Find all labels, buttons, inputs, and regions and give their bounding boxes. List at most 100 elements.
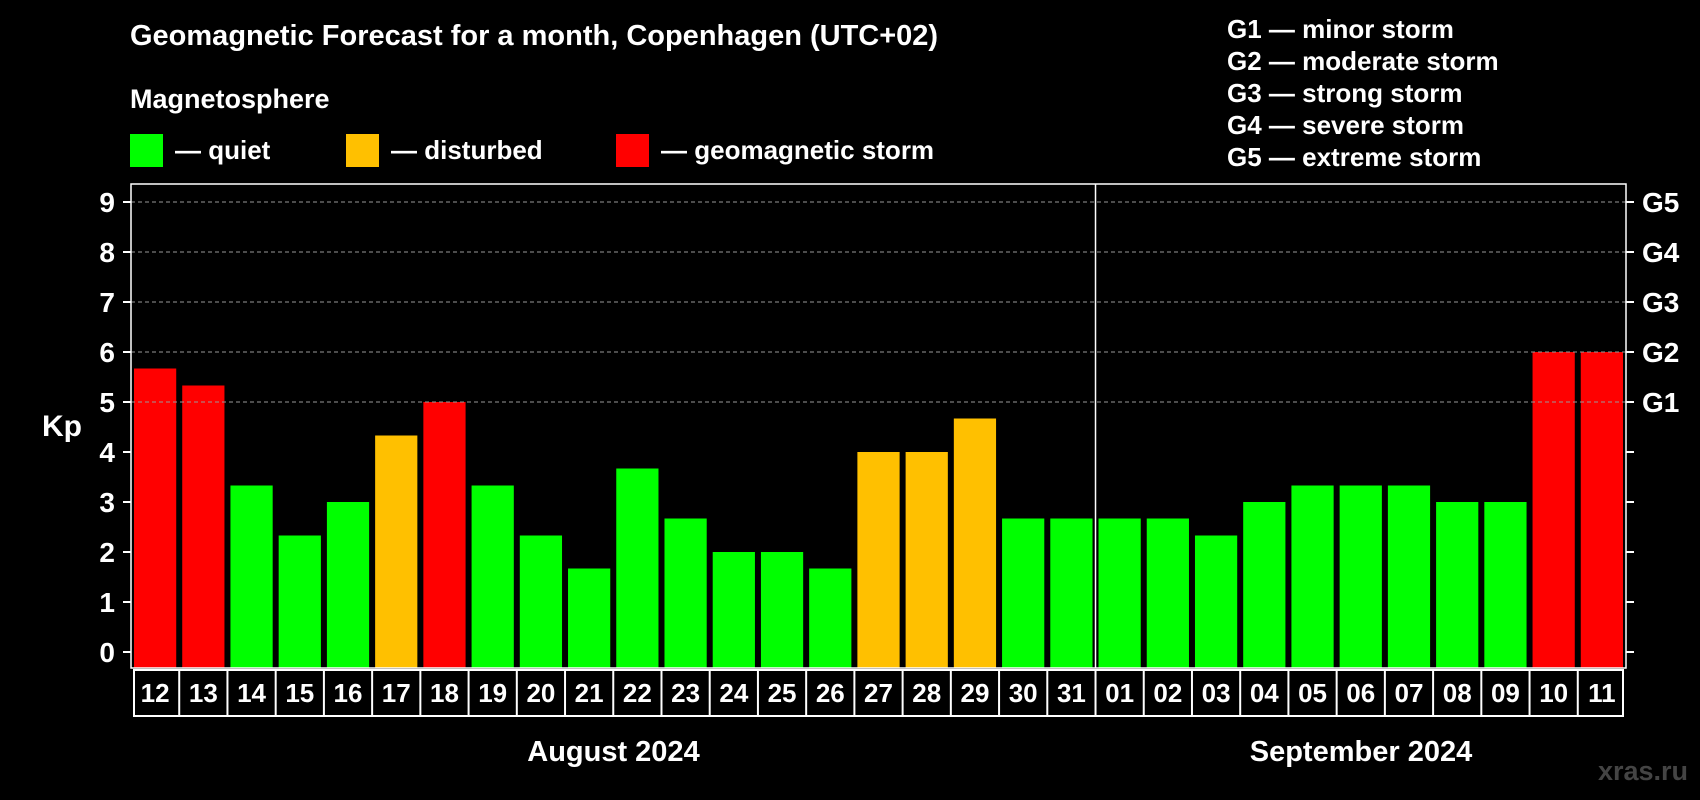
legend-item-disturbed: — disturbed	[346, 133, 543, 167]
y-tick-label-3: 3	[99, 487, 115, 518]
y-tick-label-5: 5	[99, 387, 115, 418]
bar-11	[1580, 352, 1623, 668]
g-level-label-g5: G5	[1642, 187, 1679, 218]
g-level-label-g3: G3	[1642, 287, 1679, 318]
y-tick-label-1: 1	[99, 587, 115, 618]
g-scale-g4: G4 — severe storm	[1227, 110, 1465, 140]
plot-frame	[130, 183, 1627, 669]
month-label-september: September 2024	[1249, 736, 1473, 768]
day-label-28: 28	[912, 678, 941, 708]
day-label-24: 24	[719, 678, 748, 708]
bar-10	[1532, 352, 1575, 668]
bar-29	[953, 418, 997, 668]
g-scale-g2: G2 — moderate storm	[1227, 46, 1499, 76]
bar-01	[1098, 518, 1141, 668]
legend-label-quiet: — quiet	[175, 134, 271, 165]
bar-16	[326, 502, 370, 668]
bar-24	[712, 552, 755, 668]
day-label-04: 04	[1250, 678, 1279, 708]
bar-02	[1146, 518, 1189, 668]
bar-19	[471, 485, 514, 668]
bar-03	[1194, 535, 1238, 668]
day-label-26: 26	[816, 678, 845, 708]
day-label-17: 17	[382, 678, 411, 708]
day-label-08: 08	[1443, 678, 1472, 708]
legend-item-quiet: — quiet	[130, 133, 270, 167]
bar-27	[857, 452, 900, 668]
g-scale-g5: G5 — extreme storm	[1227, 142, 1482, 172]
day-label-01: 01	[1105, 678, 1134, 708]
legend-swatch-quiet	[130, 133, 163, 167]
legend-item-storm: — geomagnetic storm	[616, 133, 934, 167]
y-tick-label-9: 9	[99, 187, 115, 218]
bar-18	[423, 402, 466, 668]
bar-25	[760, 552, 804, 668]
day-label-11: 11	[1588, 678, 1616, 708]
g-level-label-g2: G2	[1642, 337, 1679, 368]
legend-swatch-storm	[616, 133, 649, 167]
day-label-box	[133, 669, 1624, 717]
y-tick-label-7: 7	[99, 287, 115, 318]
day-label-03: 03	[1202, 678, 1231, 708]
bar-13	[182, 385, 225, 668]
bar-04	[1243, 502, 1286, 668]
day-label-19: 19	[478, 678, 507, 708]
watermark: xras.ru	[1597, 756, 1688, 786]
chart-title: Geomagnetic Forecast for a month, Copenh…	[130, 20, 939, 52]
bar-07	[1387, 485, 1431, 668]
day-label-31: 31	[1057, 678, 1086, 708]
bar-05	[1291, 485, 1334, 668]
day-label-30: 30	[1009, 678, 1038, 708]
bar-30	[1002, 518, 1045, 668]
month-label-august: August 2024	[527, 736, 700, 768]
day-label-02: 02	[1153, 678, 1182, 708]
g-level-label-g4: G4	[1642, 237, 1680, 268]
y-tick-label-4: 4	[99, 437, 115, 468]
bar-22	[616, 468, 659, 668]
bar-15	[278, 535, 321, 668]
g-scale-g3: G3 — strong storm	[1227, 78, 1463, 108]
legend-label-storm: — geomagnetic storm	[661, 134, 935, 165]
day-label-25: 25	[768, 678, 797, 708]
day-label-09: 09	[1491, 678, 1520, 708]
day-label-12: 12	[141, 678, 170, 708]
bar-08	[1436, 502, 1479, 668]
bar-26	[809, 568, 852, 668]
g-level-label-g1: G1	[1642, 387, 1679, 418]
day-label-06: 06	[1346, 678, 1375, 708]
day-label-15: 15	[285, 678, 314, 708]
y-tick-label-0: 0	[99, 637, 115, 668]
legend-label-disturbed: — disturbed	[391, 134, 543, 165]
bar-20	[519, 535, 563, 668]
bar-28	[905, 452, 948, 668]
day-label-16: 16	[334, 678, 363, 708]
day-label-10: 10	[1539, 678, 1568, 708]
bar-14	[230, 485, 273, 668]
y-tick-label-8: 8	[99, 237, 115, 268]
bar-12	[134, 368, 177, 668]
bar-06	[1339, 485, 1382, 668]
g-scale-g1: G1 — minor storm	[1227, 14, 1454, 44]
bar-31	[1050, 518, 1093, 668]
day-label-21: 21	[575, 678, 604, 708]
bar-23	[664, 518, 707, 668]
bar-17	[375, 435, 418, 668]
y-axis-label: Kp	[42, 410, 82, 443]
bar-21	[568, 568, 611, 668]
day-label-07: 07	[1395, 678, 1424, 708]
legend-swatch-disturbed	[346, 133, 379, 167]
day-label-14: 14	[237, 678, 266, 708]
day-label-05: 05	[1298, 678, 1327, 708]
day-label-27: 27	[864, 678, 893, 708]
day-label-22: 22	[623, 678, 652, 708]
day-label-18: 18	[430, 678, 459, 708]
g-scale-list: G1 — minor storm G2 — moderate storm G3 …	[1227, 13, 1499, 173]
day-label-13: 13	[189, 678, 218, 708]
legend-heading: Magnetosphere	[130, 84, 330, 114]
day-label-23: 23	[671, 678, 700, 708]
day-label-20: 20	[526, 678, 555, 708]
y-tick-label-2: 2	[99, 537, 115, 568]
day-label-29: 29	[960, 678, 989, 708]
y-tick-label-6: 6	[99, 337, 115, 368]
